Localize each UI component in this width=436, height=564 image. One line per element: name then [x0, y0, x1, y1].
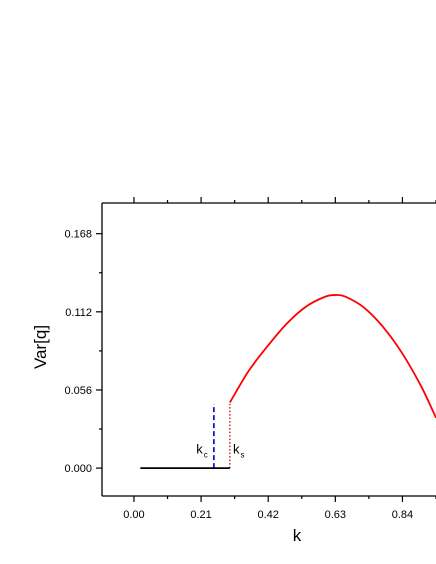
annotation-kc: kc — [196, 441, 208, 459]
annotation-ks: ks — [233, 441, 245, 459]
x-tick-label: 0.21 — [190, 509, 211, 521]
y-axis-title: Var[q] — [31, 325, 50, 369]
x-axis-title: k — [293, 526, 302, 545]
series-line-variance — [229, 294, 436, 419]
x-tick-label: 0.84 — [392, 509, 413, 521]
series-layer — [140, 294, 436, 469]
x-tick-label: 0.42 — [257, 509, 278, 521]
y-tick-label: 0.168 — [64, 229, 92, 241]
annotations: kc ks — [196, 441, 244, 459]
y-tick-label: 0.112 — [65, 307, 92, 319]
y-tick-label: 0.000 — [64, 463, 92, 475]
x-tick-label: 0.63 — [325, 509, 346, 521]
y-tick-label: 0.056 — [64, 385, 92, 397]
ticks: 0.00 0.21 0.42 0.63 0.84 0.000 0.056 0.112 0.168 — [64, 197, 436, 521]
axes — [101, 202, 436, 497]
x-tick-label: 0.00 — [123, 509, 144, 521]
